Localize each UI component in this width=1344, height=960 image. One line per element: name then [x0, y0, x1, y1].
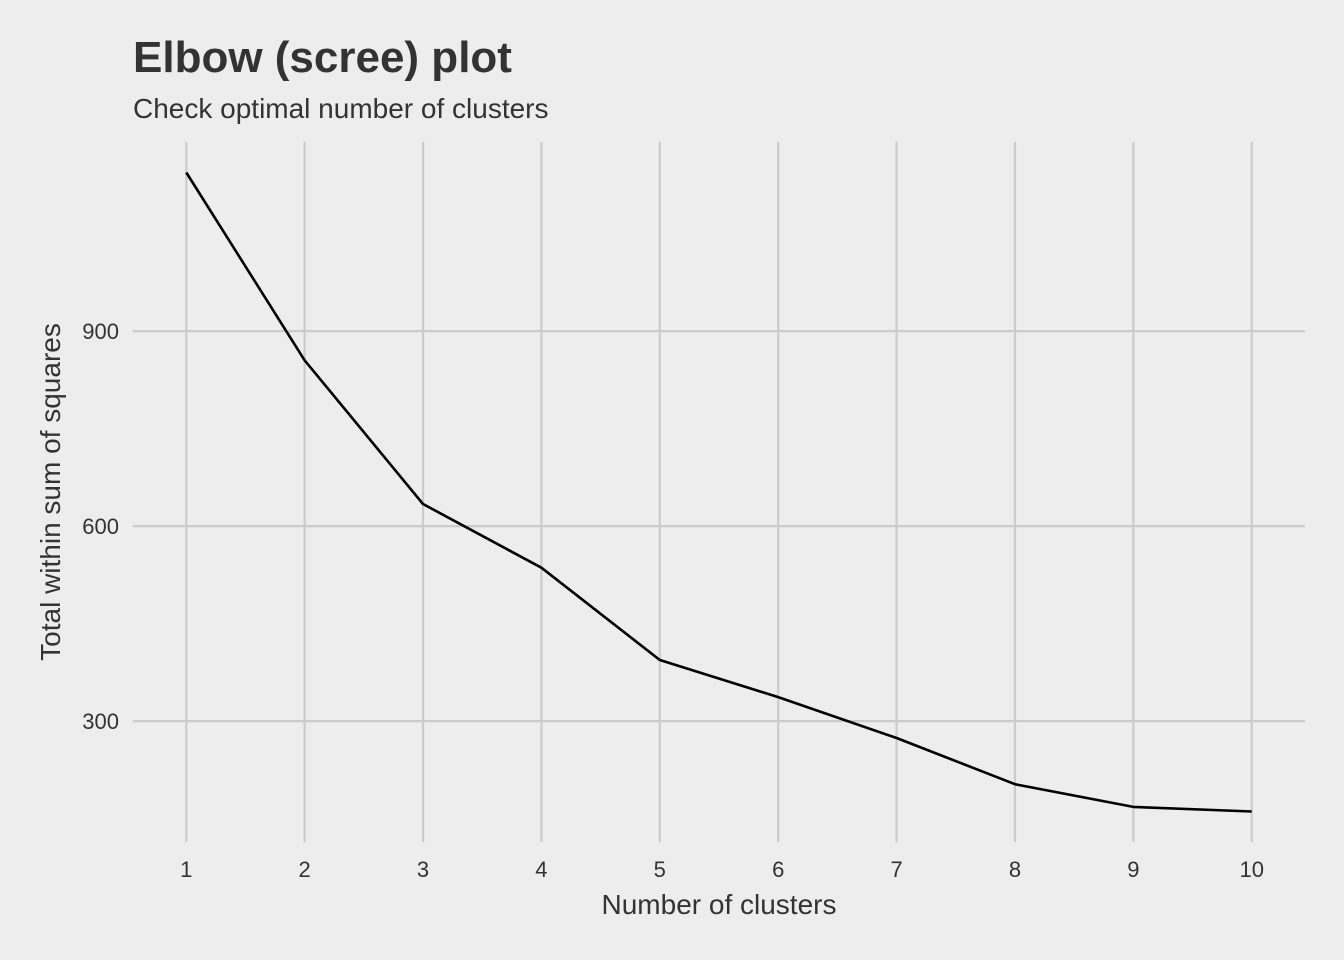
x-tick-label: 1 [180, 857, 192, 882]
x-tick-label: 8 [1009, 857, 1021, 882]
x-tick-label: 4 [535, 857, 547, 882]
x-tick-labels: 1 2 3 4 5 6 7 8 9 10 [180, 857, 1264, 882]
x-tick-label: 10 [1239, 857, 1263, 882]
y-axis-title: Total within sum of squares [35, 323, 66, 661]
y-tick-label: 600 [82, 514, 119, 539]
y-gridlines [133, 330, 1305, 723]
chart-subtitle: Check optimal number of clusters [133, 93, 549, 124]
series-group [185, 171, 1252, 813]
y-tick-label: 900 [82, 319, 119, 344]
x-tick-label: 2 [299, 857, 311, 882]
x-tick-label: 3 [417, 857, 429, 882]
x-tick-label: 7 [890, 857, 902, 882]
x-axis-title: Number of clusters [602, 889, 837, 920]
x-tick-label: 9 [1127, 857, 1139, 882]
x-gridlines [185, 142, 1253, 842]
series-line [185, 171, 1252, 813]
y-tick-labels: 300 600 900 [82, 319, 119, 734]
x-tick-label: 5 [654, 857, 666, 882]
chart-title: Elbow (scree) plot [133, 33, 512, 82]
x-tick-label: 6 [772, 857, 784, 882]
y-tick-label: 300 [82, 709, 119, 734]
